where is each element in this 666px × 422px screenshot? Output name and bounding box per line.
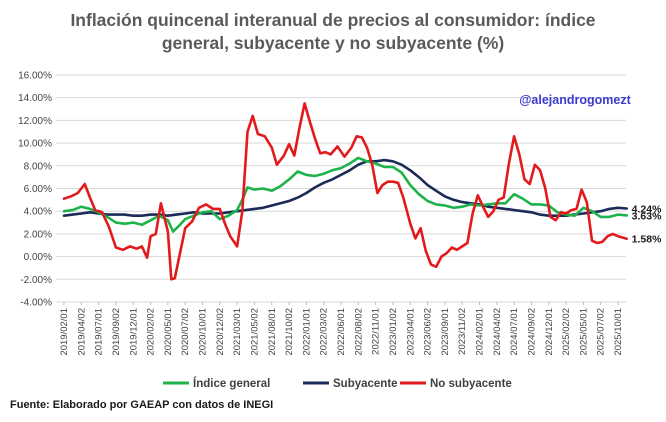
x-tick-label: 2023/01/02 bbox=[388, 308, 399, 356]
x-tick-label: 2020/05/01 bbox=[163, 308, 174, 356]
series-end-label: 4.24% bbox=[632, 203, 662, 215]
series-end-label: 1.58% bbox=[632, 234, 662, 246]
y-axis-tick-labels: -4.00% -2.00% 0.00% 2.00% 4.00% 6.00% 8.00% 10.… bbox=[18, 71, 52, 309]
x-tick-label: 2022/06/01 bbox=[336, 308, 347, 356]
legend: Índice general Subyacente No subyacente bbox=[163, 377, 512, 390]
x-tick-label: 2024/12/01 bbox=[544, 308, 555, 356]
gridlines bbox=[56, 74, 626, 303]
source-note: Fuente: Elaborado por GAEAP con datos de… bbox=[10, 399, 273, 411]
x-tick-label: 2025/02/02 bbox=[561, 308, 572, 356]
x-tick-label: 2025/07/02 bbox=[596, 308, 607, 356]
chart-title-line-1: Inflación quincenal interanual de precio… bbox=[70, 10, 595, 30]
x-axis-tick-labels: 2019/02/01 2019/04/02 2019/07/01 2019/09/02… bbox=[59, 302, 624, 356]
y-tick-label: -4.00% bbox=[20, 298, 52, 309]
y-tick-label: 2.00% bbox=[24, 229, 52, 240]
legend-label: Subyacente bbox=[333, 378, 398, 390]
x-tick-label: 2020/10/01 bbox=[198, 308, 209, 356]
x-tick-label: 2019/12/01 bbox=[128, 308, 139, 356]
x-tick-label: 2023/11/02 bbox=[457, 308, 468, 355]
x-tick-label: 2019/04/02 bbox=[76, 308, 87, 356]
x-tick-label: 2020/02/02 bbox=[146, 308, 157, 356]
y-tick-label: 0.00% bbox=[24, 252, 52, 263]
y-tick-label: 14.00% bbox=[18, 93, 52, 104]
x-tick-label: 2021/10/02 bbox=[284, 308, 295, 356]
x-tick-label: 2021/08/01 bbox=[267, 308, 278, 356]
series-end-label: 3.63% bbox=[632, 210, 662, 222]
x-tick-label: 2024/02/01 bbox=[475, 308, 486, 356]
legend-label: No subyacente bbox=[430, 378, 512, 390]
data-series bbox=[62, 102, 628, 281]
x-tick-label: 2021/03/01 bbox=[232, 308, 243, 356]
x-tick-label: 2025/05/01 bbox=[578, 308, 589, 356]
x-tick-label: 2024/04/02 bbox=[492, 308, 503, 356]
x-tick-label: 2022/01/01 bbox=[301, 308, 312, 356]
x-tick-label: 2024/07/01 bbox=[509, 308, 520, 356]
y-tick-label: 16.00% bbox=[18, 71, 52, 82]
y-tick-label: 12.00% bbox=[18, 116, 52, 127]
series-line--ndice-general bbox=[62, 156, 628, 233]
y-tick-label: 10.00% bbox=[18, 139, 52, 150]
x-tick-label: 2020/12/02 bbox=[215, 308, 226, 356]
x-tick-label: 2023/06/02 bbox=[423, 308, 434, 356]
x-tick-label: 2022/03/02 bbox=[319, 308, 330, 356]
chart-title-line-2: general, subyacente y no subyacente (%) bbox=[162, 33, 504, 53]
x-tick-label: 2025/10/01 bbox=[613, 308, 624, 356]
y-tick-label: -2.00% bbox=[20, 275, 52, 286]
series-line-no-subyacente bbox=[62, 102, 628, 281]
x-tick-label: 2023/09/01 bbox=[440, 308, 451, 356]
author-handle: @alejandrogomezt bbox=[519, 93, 631, 107]
x-tick-label: 2019/07/01 bbox=[94, 308, 105, 356]
x-tick-label: 2022/11/01 bbox=[371, 308, 382, 355]
x-tick-label: 2022/08/02 bbox=[353, 308, 364, 356]
x-tick-label: 2023/04/01 bbox=[405, 308, 416, 356]
y-tick-label: 6.00% bbox=[24, 184, 52, 195]
legend-label: Índice general bbox=[193, 377, 270, 390]
x-tick-label: 2021/05/02 bbox=[249, 308, 260, 356]
x-tick-label: 2019/02/01 bbox=[59, 308, 70, 356]
x-tick-label: 2020/07/02 bbox=[180, 308, 191, 356]
y-tick-label: 4.00% bbox=[24, 207, 52, 218]
x-tick-label: 2024/09/02 bbox=[526, 308, 537, 356]
y-tick-label: 8.00% bbox=[24, 161, 52, 172]
x-tick-label: 2019/09/02 bbox=[111, 308, 122, 356]
series-end-labels: 3.63%4.24% 1.58% bbox=[632, 203, 662, 245]
